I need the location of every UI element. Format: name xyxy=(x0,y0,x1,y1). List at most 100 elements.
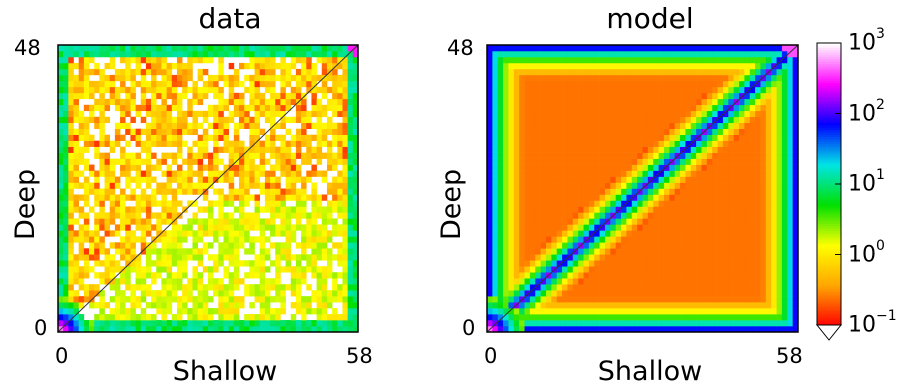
model-heatmap-cell xyxy=(760,266,767,273)
data-heatmap-cell xyxy=(295,164,302,171)
model-heatmap-cell xyxy=(583,68,590,76)
data-heatmap-cell xyxy=(94,140,100,147)
model-heatmap-cell xyxy=(567,260,574,267)
model-heatmap-cell xyxy=(701,50,708,58)
model-heatmap-cell xyxy=(696,74,702,82)
model-heatmap-cell xyxy=(760,128,767,135)
model-heatmap-cell xyxy=(680,242,686,249)
model-heatmap-cell xyxy=(765,296,772,303)
model-heatmap-cell xyxy=(567,104,574,112)
data-heatmap-cell xyxy=(326,140,333,147)
data-heatmap-cell xyxy=(58,74,64,82)
model-heatmap-cell xyxy=(610,62,616,70)
model-heatmap-cell xyxy=(642,86,649,94)
model-heatmap-cell xyxy=(545,86,552,94)
data-heatmap-cell xyxy=(125,284,131,291)
model-heatmap-cell xyxy=(755,182,761,189)
model-heatmap-cell xyxy=(535,284,541,291)
model-heatmap-cell xyxy=(610,308,616,315)
data-heatmap-cell xyxy=(290,272,297,279)
data-heatmap-cell xyxy=(125,158,131,165)
data-heatmap-cell xyxy=(228,224,235,231)
data-heatmap-cell xyxy=(68,206,74,213)
model-heatmap-cell xyxy=(572,122,579,130)
data-heatmap-cell xyxy=(233,218,240,225)
model-heatmap-cell xyxy=(787,110,793,118)
model-heatmap-cell xyxy=(615,194,622,201)
model-heatmap-cell xyxy=(621,176,627,183)
model-heatmap-cell xyxy=(669,278,675,285)
model-heatmap-cell xyxy=(524,260,531,267)
model-heatmap-cell xyxy=(631,278,638,285)
model-heatmap-cell xyxy=(621,134,627,141)
data-heatmap-cell xyxy=(135,212,142,219)
model-heatmap-cell xyxy=(594,128,600,135)
data-heatmap-cell xyxy=(301,320,307,327)
data-heatmap-cell xyxy=(187,314,193,321)
model-heatmap-cell xyxy=(503,254,509,261)
model-heatmap-cell xyxy=(513,152,520,159)
model-heatmap-cell xyxy=(781,326,788,333)
model-heatmap-cell xyxy=(792,206,799,213)
model-heatmap-cell xyxy=(529,45,536,52)
data-heatmap-cell xyxy=(306,50,312,58)
data-heatmap-cell xyxy=(285,194,292,201)
model-heatmap-cell xyxy=(722,128,729,135)
model-heatmap-cell xyxy=(647,164,654,171)
model-heatmap-cell xyxy=(663,320,670,327)
model-heatmap-cell xyxy=(792,146,799,153)
data-heatmap-cell xyxy=(301,194,307,201)
data-heatmap-cell xyxy=(264,50,271,58)
data-heatmap-cell xyxy=(316,296,323,303)
model-heatmap-cell xyxy=(604,272,611,279)
model-heatmap-cell xyxy=(755,254,761,261)
data-heatmap-cell xyxy=(352,206,359,213)
data-heatmap-cell xyxy=(321,176,328,183)
data-heatmap-cell xyxy=(58,248,64,255)
model-heatmap-cell xyxy=(578,224,584,231)
data-heatmap-cell xyxy=(311,290,317,297)
model-heatmap-cell xyxy=(583,290,590,297)
data-heatmap-cell xyxy=(301,248,307,255)
model-heatmap-cell xyxy=(739,86,745,94)
model-heatmap-cell xyxy=(771,278,777,285)
model-heatmap-cell xyxy=(717,122,724,130)
model-heatmap-cell xyxy=(733,200,740,207)
data-heatmap-cell xyxy=(244,164,250,171)
model-heatmap-cell xyxy=(701,56,708,64)
model-heatmap-cell xyxy=(604,116,611,124)
model-heatmap-cell xyxy=(776,92,783,100)
model-heatmap-cell xyxy=(503,278,509,285)
model-heatmap-cell xyxy=(765,242,772,249)
model-heatmap-cell xyxy=(653,140,659,147)
data-heatmap-cell xyxy=(270,326,276,333)
data-heatmap-cell xyxy=(63,128,69,135)
model-heatmap-cell xyxy=(487,170,493,177)
data-heatmap-cell xyxy=(254,284,261,291)
data-heatmap-cell xyxy=(166,188,173,195)
data-heatmap-cell xyxy=(120,158,126,165)
model-heatmap-cell xyxy=(562,45,568,52)
data-heatmap-cell xyxy=(176,296,183,303)
model-heatmap-cell xyxy=(615,266,622,273)
model-heatmap-cell xyxy=(739,296,745,303)
model-heatmap-cell xyxy=(583,314,590,321)
data-heatmap-cell xyxy=(264,266,271,273)
model-heatmap-cell xyxy=(642,104,649,112)
data-heatmap-cell xyxy=(156,272,162,279)
model-heatmap-cell xyxy=(744,80,751,88)
model-heatmap-cell xyxy=(513,308,520,315)
data-heatmap-cell xyxy=(254,218,261,225)
data-heatmap-cell xyxy=(270,98,276,106)
model-heatmap-cell xyxy=(642,272,649,279)
data-heatmap-cell xyxy=(125,272,131,279)
model-heatmap-cell xyxy=(674,98,681,106)
data-heatmap-cell xyxy=(99,200,105,207)
model-heatmap-cell xyxy=(503,86,509,94)
model-heatmap-cell xyxy=(739,242,745,249)
model-heatmap-cell xyxy=(771,122,777,130)
model-heatmap-cell xyxy=(781,218,788,225)
model-heatmap-cell xyxy=(653,254,659,261)
model-heatmap-cell xyxy=(497,146,504,153)
model-heatmap-cell xyxy=(583,50,590,58)
